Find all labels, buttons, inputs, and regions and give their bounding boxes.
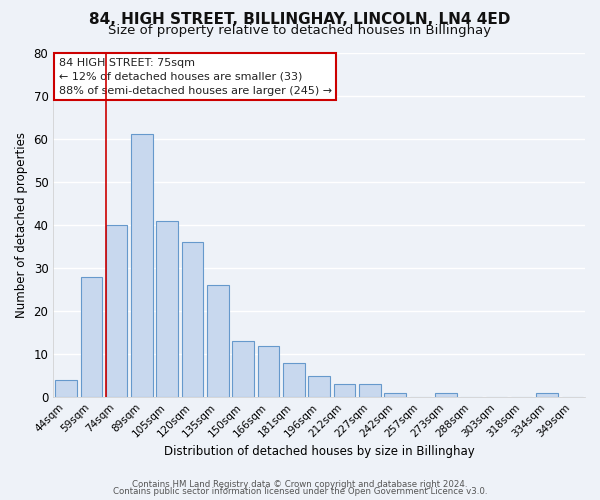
Bar xyxy=(385,393,406,397)
Bar xyxy=(182,242,203,397)
Text: Contains HM Land Registry data © Crown copyright and database right 2024.: Contains HM Land Registry data © Crown c… xyxy=(132,480,468,489)
Text: 84 HIGH STREET: 75sqm
← 12% of detached houses are smaller (33)
88% of semi-deta: 84 HIGH STREET: 75sqm ← 12% of detached … xyxy=(59,58,332,96)
Bar xyxy=(157,220,178,397)
Bar xyxy=(359,384,380,397)
Text: 84, HIGH STREET, BILLINGHAY, LINCOLN, LN4 4ED: 84, HIGH STREET, BILLINGHAY, LINCOLN, LN… xyxy=(89,12,511,28)
X-axis label: Distribution of detached houses by size in Billinghay: Distribution of detached houses by size … xyxy=(164,444,475,458)
Bar xyxy=(80,276,102,397)
Bar xyxy=(334,384,355,397)
Bar xyxy=(308,376,330,397)
Text: Contains public sector information licensed under the Open Government Licence v3: Contains public sector information licen… xyxy=(113,487,487,496)
Text: Size of property relative to detached houses in Billinghay: Size of property relative to detached ho… xyxy=(109,24,491,37)
Bar xyxy=(283,363,305,397)
Bar xyxy=(258,346,279,397)
Y-axis label: Number of detached properties: Number of detached properties xyxy=(15,132,28,318)
Bar xyxy=(536,393,558,397)
Bar xyxy=(207,285,229,397)
Bar xyxy=(55,380,77,397)
Bar xyxy=(232,341,254,397)
Bar xyxy=(106,225,127,397)
Bar xyxy=(435,393,457,397)
Bar xyxy=(131,134,152,397)
